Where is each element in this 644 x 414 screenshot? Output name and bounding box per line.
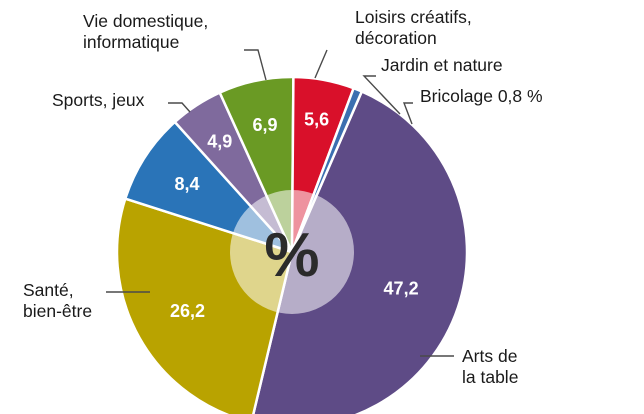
value-label-sports-jeux: 8,4 [174, 174, 199, 194]
leader-line-bricolage [402, 102, 413, 125]
center-circle [230, 190, 354, 314]
category-label-vie-domestique-informatique: Vie domestique, informatique [83, 11, 208, 52]
value-labels: 47,2 26,2 8,4 4,9 6,9 5,6 [170, 109, 419, 321]
category-label-arts-de-la-table: Arts de la table [462, 346, 518, 387]
leader-line-sports-jeux [168, 102, 191, 113]
category-label-bricolage: Bricolage 0,8 % [420, 86, 543, 106]
value-label-vie-domestique-informatique: 4,9 [207, 132, 232, 152]
category-label-sante-bien-etre: Santé, bien-être [23, 280, 92, 321]
category-label-jardin-et-nature: Jardin et nature [381, 55, 503, 75]
slice-arts-de-la-table [252, 89, 469, 414]
value-label-jardin-et-nature: 5,6 [304, 109, 329, 129]
leader-line-jardin-et-nature [362, 75, 401, 115]
category-label-loisirs-creatifs-decoration: Loisirs créatifs, décoration [355, 7, 472, 48]
leader-line-loisirs-creatifs-decoration [314, 49, 328, 79]
value-label-arts-de-la-table: 47,2 [384, 278, 419, 298]
leader-line-vie-domestique-informatique [244, 49, 267, 81]
center-percent-symbol: % [264, 221, 319, 290]
leader-lines [106, 49, 454, 357]
value-label-loisirs-creatifs-decoration: 6,9 [253, 115, 278, 135]
category-label-sports-jeux: Sports, jeux [52, 90, 145, 110]
value-label-sante-bien-etre: 26,2 [170, 301, 205, 321]
category-labels: Arts de la table Santé, bien-être Sports, je… [23, 7, 543, 387]
